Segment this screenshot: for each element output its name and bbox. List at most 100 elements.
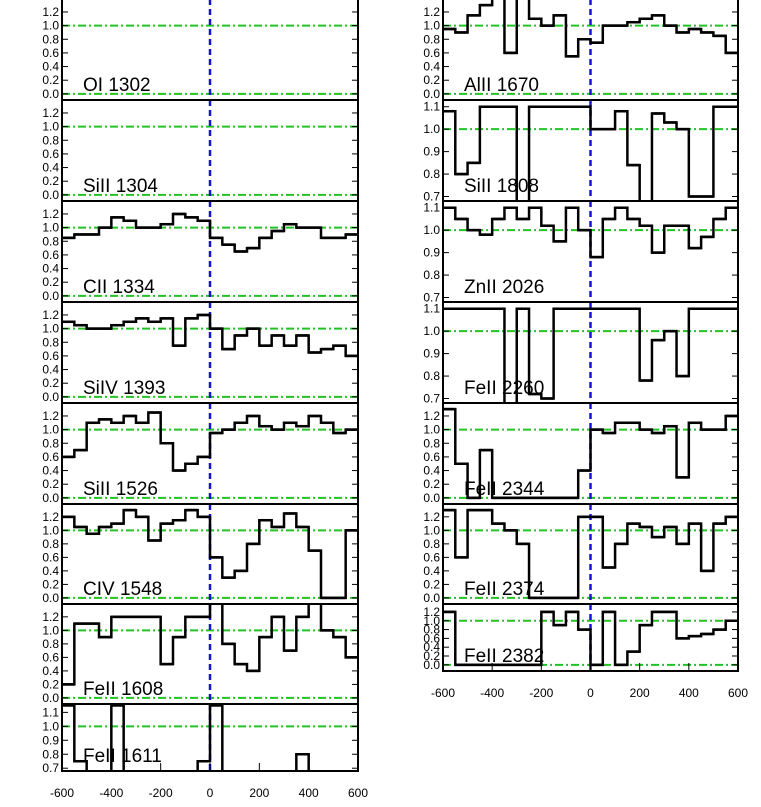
y-tick-label: 0.6 <box>42 349 59 363</box>
y-tick-label: 0.2 <box>42 577 59 591</box>
y-tick-label: 1.0 <box>423 19 440 33</box>
y-tick-label: 0.2 <box>423 577 440 591</box>
panel-label: SiII 1526 <box>83 479 158 500</box>
step-risers <box>62 704 310 771</box>
y-tick-label: 0.7 <box>423 392 440 406</box>
step-risers <box>62 508 358 600</box>
plot-area <box>62 604 358 704</box>
x-tick-label: 600 <box>348 786 368 800</box>
plot-area <box>62 504 358 604</box>
step-risers <box>62 313 358 358</box>
y-tick-label: 1.0 <box>42 322 59 336</box>
y-tick-label: 0.6 <box>42 46 59 60</box>
plot-area <box>62 100 358 201</box>
panel: 0.00.20.40.60.81.01.2 SiIV 1393 <box>42 301 359 404</box>
panel: 0.7 0.8 0.9 1.0 1.1 FeII 2260 <box>423 301 739 406</box>
y-tick-label: 0.0 <box>42 691 59 705</box>
y-tick-label: 1.2 <box>42 409 59 423</box>
plot-area <box>443 201 738 302</box>
plot-area <box>62 704 358 771</box>
panel-label: OI 1302 <box>83 75 151 96</box>
panel-label: CIV 1548 <box>83 579 162 600</box>
y-tick-label: 0.2 <box>423 649 440 663</box>
y-tick-label: 0.0 <box>423 491 440 505</box>
panel-label: ZnII 2026 <box>464 277 544 298</box>
step-risers <box>443 407 738 500</box>
y-tick-label: 0.2 <box>42 477 59 491</box>
y-tick-label: 1.0 <box>42 19 59 33</box>
y-tick-label: 0.8 <box>423 537 440 551</box>
y-tick-label: 0.2 <box>423 477 440 491</box>
y-tick-label: 1.0 <box>423 122 440 136</box>
y-tick-label: 0.4 <box>42 262 59 276</box>
panel-label: FeII 1608 <box>83 679 163 700</box>
y-tick-label: 0.4 <box>423 564 440 578</box>
y-tick-label: 1.2 <box>42 308 59 322</box>
x-tick-label: -400 <box>99 786 123 800</box>
y-tick-label: 0.8 <box>42 133 59 147</box>
plot-area <box>443 403 738 504</box>
panel: 0.00.20.40.60.81.01.2 FeII 1608 <box>42 603 359 705</box>
y-tick-label: 0.6 <box>423 631 440 645</box>
y-tick-label: 0.0 <box>42 390 59 404</box>
x-tick-label: 200 <box>630 686 650 700</box>
y-tick-label: 0.8 <box>42 234 59 248</box>
y-tick-label: 0.7 <box>423 291 440 305</box>
y-tick-label: 1.2 <box>423 5 440 19</box>
x-tick-label: -200 <box>149 786 173 800</box>
y-tick-label: 0.4 <box>42 60 59 74</box>
y-tick-label: 0.8 <box>42 335 59 349</box>
panel: 0.00.20.40.60.81.01.2 CII 1334 <box>42 200 359 303</box>
panel-label: FeII 2260 <box>464 378 544 399</box>
y-tick-label: 0.8 <box>423 167 440 181</box>
y-tick-label: 1.0 <box>42 623 59 637</box>
step-risers <box>62 212 358 253</box>
y-tick-label: 1.2 <box>42 510 59 524</box>
y-tick-label: 0.8 <box>423 32 440 46</box>
y-tick-label: 1.1 <box>42 705 59 719</box>
y-tick-label: 0.4 <box>42 363 59 377</box>
y-tick-label: 0.4 <box>423 464 440 478</box>
y-tick-label: 0.6 <box>42 550 59 564</box>
panel-label: SiII 1304 <box>83 176 158 197</box>
panel-label: AlII 1670 <box>464 75 539 96</box>
panel: 0.00.20.40.60.81.01.2 FeII 2344 <box>423 402 739 505</box>
y-tick-label: 1.0 <box>423 423 440 437</box>
y-tick-label: 0.0 <box>423 591 440 605</box>
y-tick-label: 0.6 <box>42 248 59 262</box>
y-tick-label: 0.8 <box>423 623 440 637</box>
y-tick-label: 1.2 <box>42 106 59 120</box>
y-tick-label: 1.2 <box>423 510 440 524</box>
panel-label: FeII 2382 <box>464 646 544 667</box>
plot-area <box>443 504 738 604</box>
x-tick-label: 200 <box>249 786 269 800</box>
y-tick-label: 0.0 <box>42 188 59 202</box>
y-tick-label: 0.0 <box>423 658 440 672</box>
x-tick-label: -400 <box>480 686 504 700</box>
x-tick-label: 0 <box>587 686 594 700</box>
y-tick-label: 1.0 <box>423 223 440 237</box>
plot-area <box>62 302 358 403</box>
y-tick-label: 1.0 <box>42 523 59 537</box>
y-tick-label: 1.1 <box>423 100 440 114</box>
y-tick-label: 1.0 <box>42 120 59 134</box>
y-tick-label: 0.9 <box>423 145 440 159</box>
y-tick-label: 1.0 <box>42 221 59 235</box>
y-tick-label: 0.0 <box>42 491 59 505</box>
y-tick-label: 1.0 <box>423 614 440 628</box>
step-risers <box>443 0 738 58</box>
y-tick-label: 0.2 <box>42 174 59 188</box>
plot-area <box>62 0 358 100</box>
y-tick-label: 0.0 <box>42 591 59 605</box>
y-tick-label: 0.2 <box>42 677 59 691</box>
panel-label: FeII 2374 <box>464 579 545 600</box>
y-tick-label: 1.0 <box>423 324 440 338</box>
panel-label: CII 1334 <box>83 277 155 298</box>
panel: 0.7 0.8 0.9 1.0 1.1 ZnII 2026 <box>423 200 739 305</box>
x-tick-label: -600 <box>50 786 74 800</box>
y-tick-label: 0.7 <box>423 190 440 204</box>
plot-area <box>62 201 358 302</box>
y-tick-label: 1.0 <box>423 523 440 537</box>
panel: 0.00.20.40.60.81.01.2 FeII 2374 <box>423 503 739 605</box>
